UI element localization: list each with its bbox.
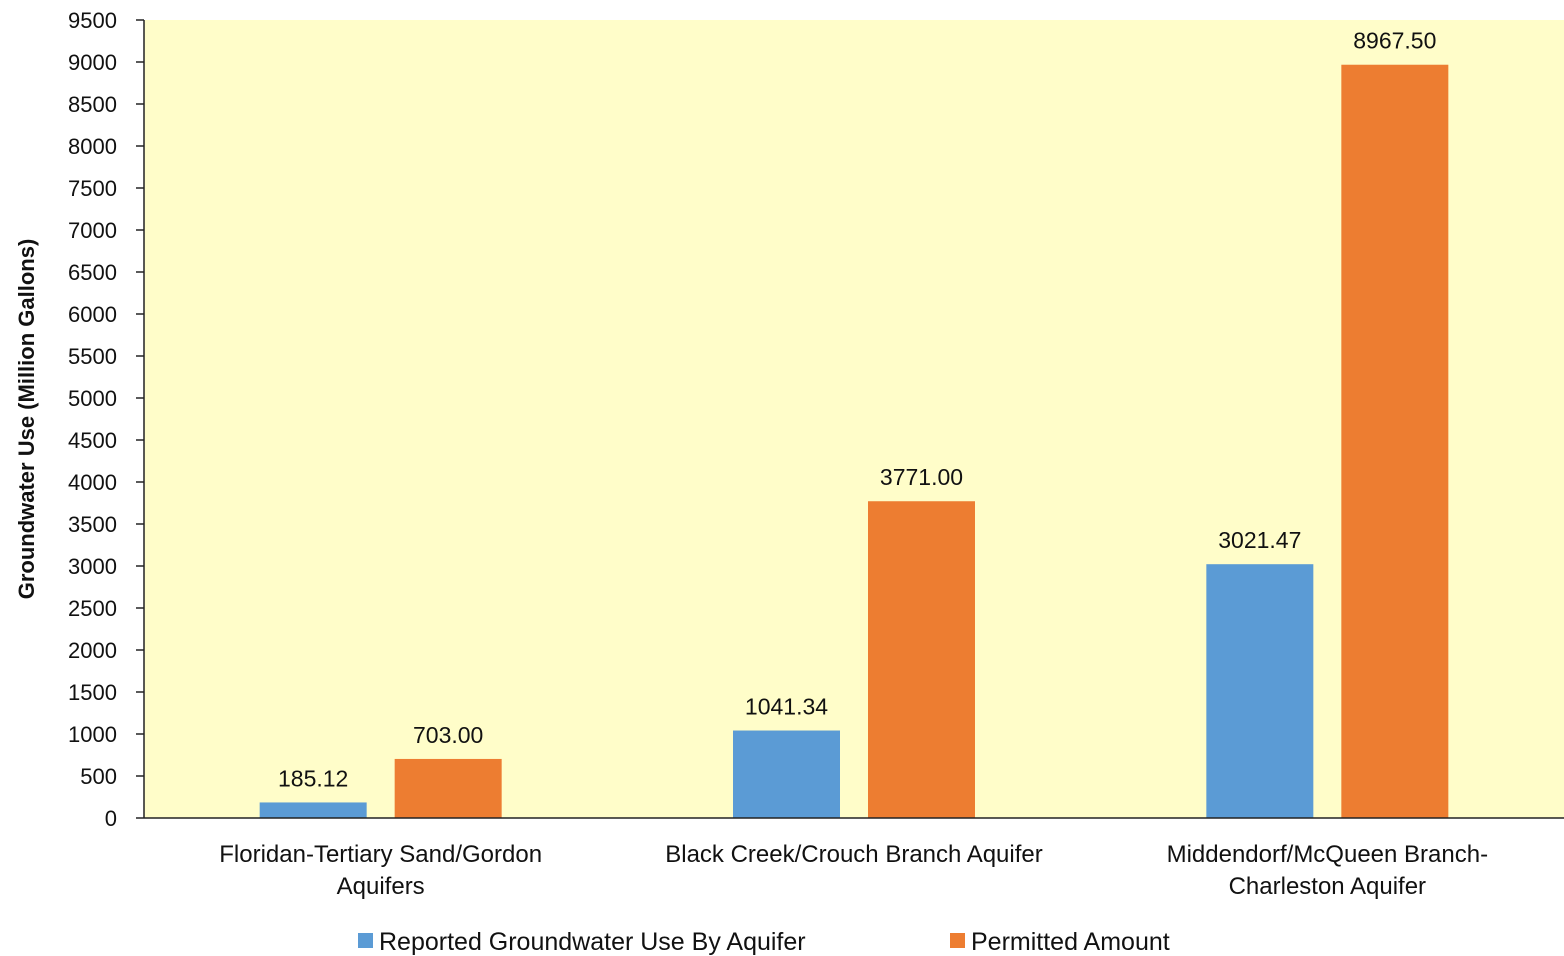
y-tick-label: 3000 [68, 554, 117, 579]
y-tick-label: 9500 [68, 8, 117, 33]
x-category-label: Floridan-Tertiary Sand/Gordon [219, 841, 542, 868]
data-label: 1041.34 [745, 694, 828, 720]
y-tick-label: 8500 [68, 92, 117, 117]
bar [868, 501, 975, 818]
y-tick-label: 6000 [68, 302, 117, 327]
y-tick-label: 0 [105, 806, 117, 831]
x-category-label: Charleston Aquifer [1229, 873, 1426, 900]
bar [394, 758, 502, 818]
data-label: 703.00 [413, 722, 483, 748]
data-label: 3771.00 [880, 464, 963, 490]
x-category-label: Middendorf/McQueen Branch- [1167, 841, 1489, 868]
x-category-label: Black Creek/Crouch Branch Aquifer [665, 841, 1043, 868]
legend-swatch [358, 933, 373, 948]
legend: Reported Groundwater Use By Aquifer Permi… [358, 928, 1170, 956]
bars [259, 64, 1449, 819]
legend-label: Reported Groundwater Use By Aquifer [379, 928, 806, 956]
bar [1341, 64, 1449, 819]
x-category-label: Aquifers [337, 873, 425, 900]
bar [1206, 564, 1314, 818]
y-axis-ticks: 0 500 1000 1500 2000 2500 3000 3500 4000 4500 5000… [68, 8, 144, 831]
data-label: 8967.50 [1353, 28, 1436, 54]
y-tick-label: 1000 [68, 722, 117, 747]
y-tick-label: 7000 [68, 218, 117, 243]
data-labels: 185.12 703.00 1041.34 3771.00 3021.47 8967.50 [278, 28, 1436, 792]
y-axis-label: Groundwater Use (Million Gallons) [14, 239, 39, 600]
bar [733, 730, 840, 818]
legend-swatch [950, 933, 965, 948]
y-tick-label: 8000 [68, 134, 117, 159]
y-tick-label: 6500 [68, 260, 117, 285]
data-label: 185.12 [278, 765, 348, 791]
plot-area [144, 20, 1564, 818]
y-tick-label: 7500 [68, 176, 117, 201]
y-tick-label: 5500 [68, 344, 117, 369]
y-tick-label: 1500 [68, 680, 117, 705]
data-label: 3021.47 [1218, 527, 1301, 553]
y-tick-label: 2000 [68, 638, 117, 663]
y-tick-label: 9000 [68, 50, 117, 75]
legend-label: Permitted Amount [971, 928, 1170, 956]
bar [259, 802, 367, 818]
y-tick-label: 500 [80, 764, 117, 789]
y-tick-label: 3500 [68, 512, 117, 537]
y-tick-label: 2500 [68, 596, 117, 621]
x-axis-categories: Floridan-Tertiary Sand/Gordon Aquifers Bla… [219, 841, 1488, 900]
y-tick-label: 4500 [68, 428, 117, 453]
y-tick-label: 5000 [68, 386, 117, 411]
y-tick-label: 4000 [68, 470, 117, 495]
